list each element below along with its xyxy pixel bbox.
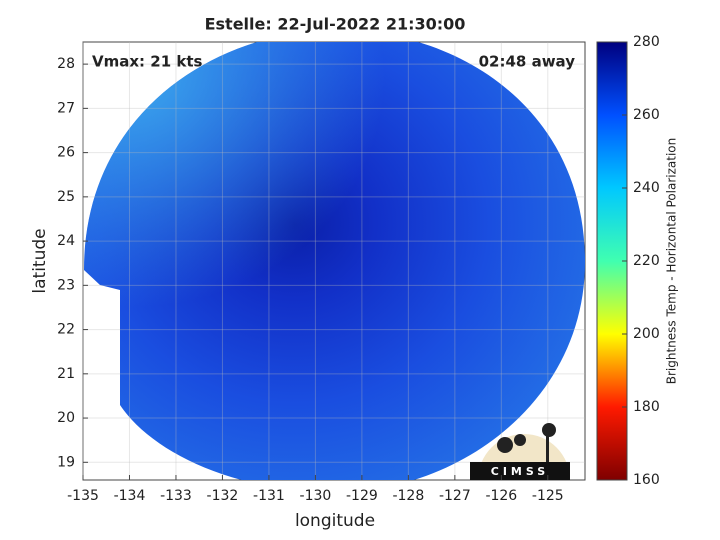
x-tick-label: -133 xyxy=(160,488,192,504)
logo-text: CIMSS xyxy=(491,465,549,478)
swath xyxy=(84,42,585,480)
y-tick-label: 23 xyxy=(57,277,75,293)
swath-edge xyxy=(84,42,585,480)
x-tick-label: -128 xyxy=(392,488,424,504)
y-tick-label: 24 xyxy=(57,233,75,249)
colorbar-tick-label: 160 xyxy=(633,472,660,488)
y-tick-label: 20 xyxy=(57,410,75,426)
x-tick-label: -126 xyxy=(485,488,517,504)
x-tick-label: -132 xyxy=(207,488,239,504)
y-tick-label: 26 xyxy=(57,145,75,161)
x-tick-label: -125 xyxy=(532,488,564,504)
x-tick-label: -127 xyxy=(439,488,471,504)
y-tick-label: 19 xyxy=(57,454,75,470)
x-tick-label: -134 xyxy=(114,488,146,504)
y-axis-label: latitude xyxy=(30,228,50,293)
annotation: 02:48 away xyxy=(479,53,576,71)
x-tick-label: -129 xyxy=(346,488,378,504)
y-tick-label: 22 xyxy=(57,322,75,338)
colorbar-tick-label: 280 xyxy=(633,34,660,50)
x-tick-label: -130 xyxy=(300,488,332,504)
colorbar-tick-label: 220 xyxy=(633,253,660,269)
y-tick-label: 21 xyxy=(57,366,75,382)
x-tick-label: -135 xyxy=(67,488,99,504)
colorbar-tick-label: 260 xyxy=(633,107,660,123)
x-tick-label: -131 xyxy=(253,488,285,504)
y-tick-label: 28 xyxy=(57,56,75,72)
colorbar-label: Brightness Temp - Horizontal Polarizatio… xyxy=(665,138,679,385)
y-tick-label: 27 xyxy=(57,100,75,116)
y-tick-label: 25 xyxy=(57,189,75,205)
colorbar-tick-label: 240 xyxy=(633,180,660,196)
x-axis-label: longitude xyxy=(295,511,375,531)
annotation: Vmax: 21 kts xyxy=(92,53,202,71)
logo: CIMSS xyxy=(470,423,570,480)
colorbar-tick-label: 200 xyxy=(633,326,660,342)
colorbar-tick-label: 180 xyxy=(633,399,660,415)
chart-title: Estelle: 22-Jul-2022 21:30:00 xyxy=(205,15,466,34)
